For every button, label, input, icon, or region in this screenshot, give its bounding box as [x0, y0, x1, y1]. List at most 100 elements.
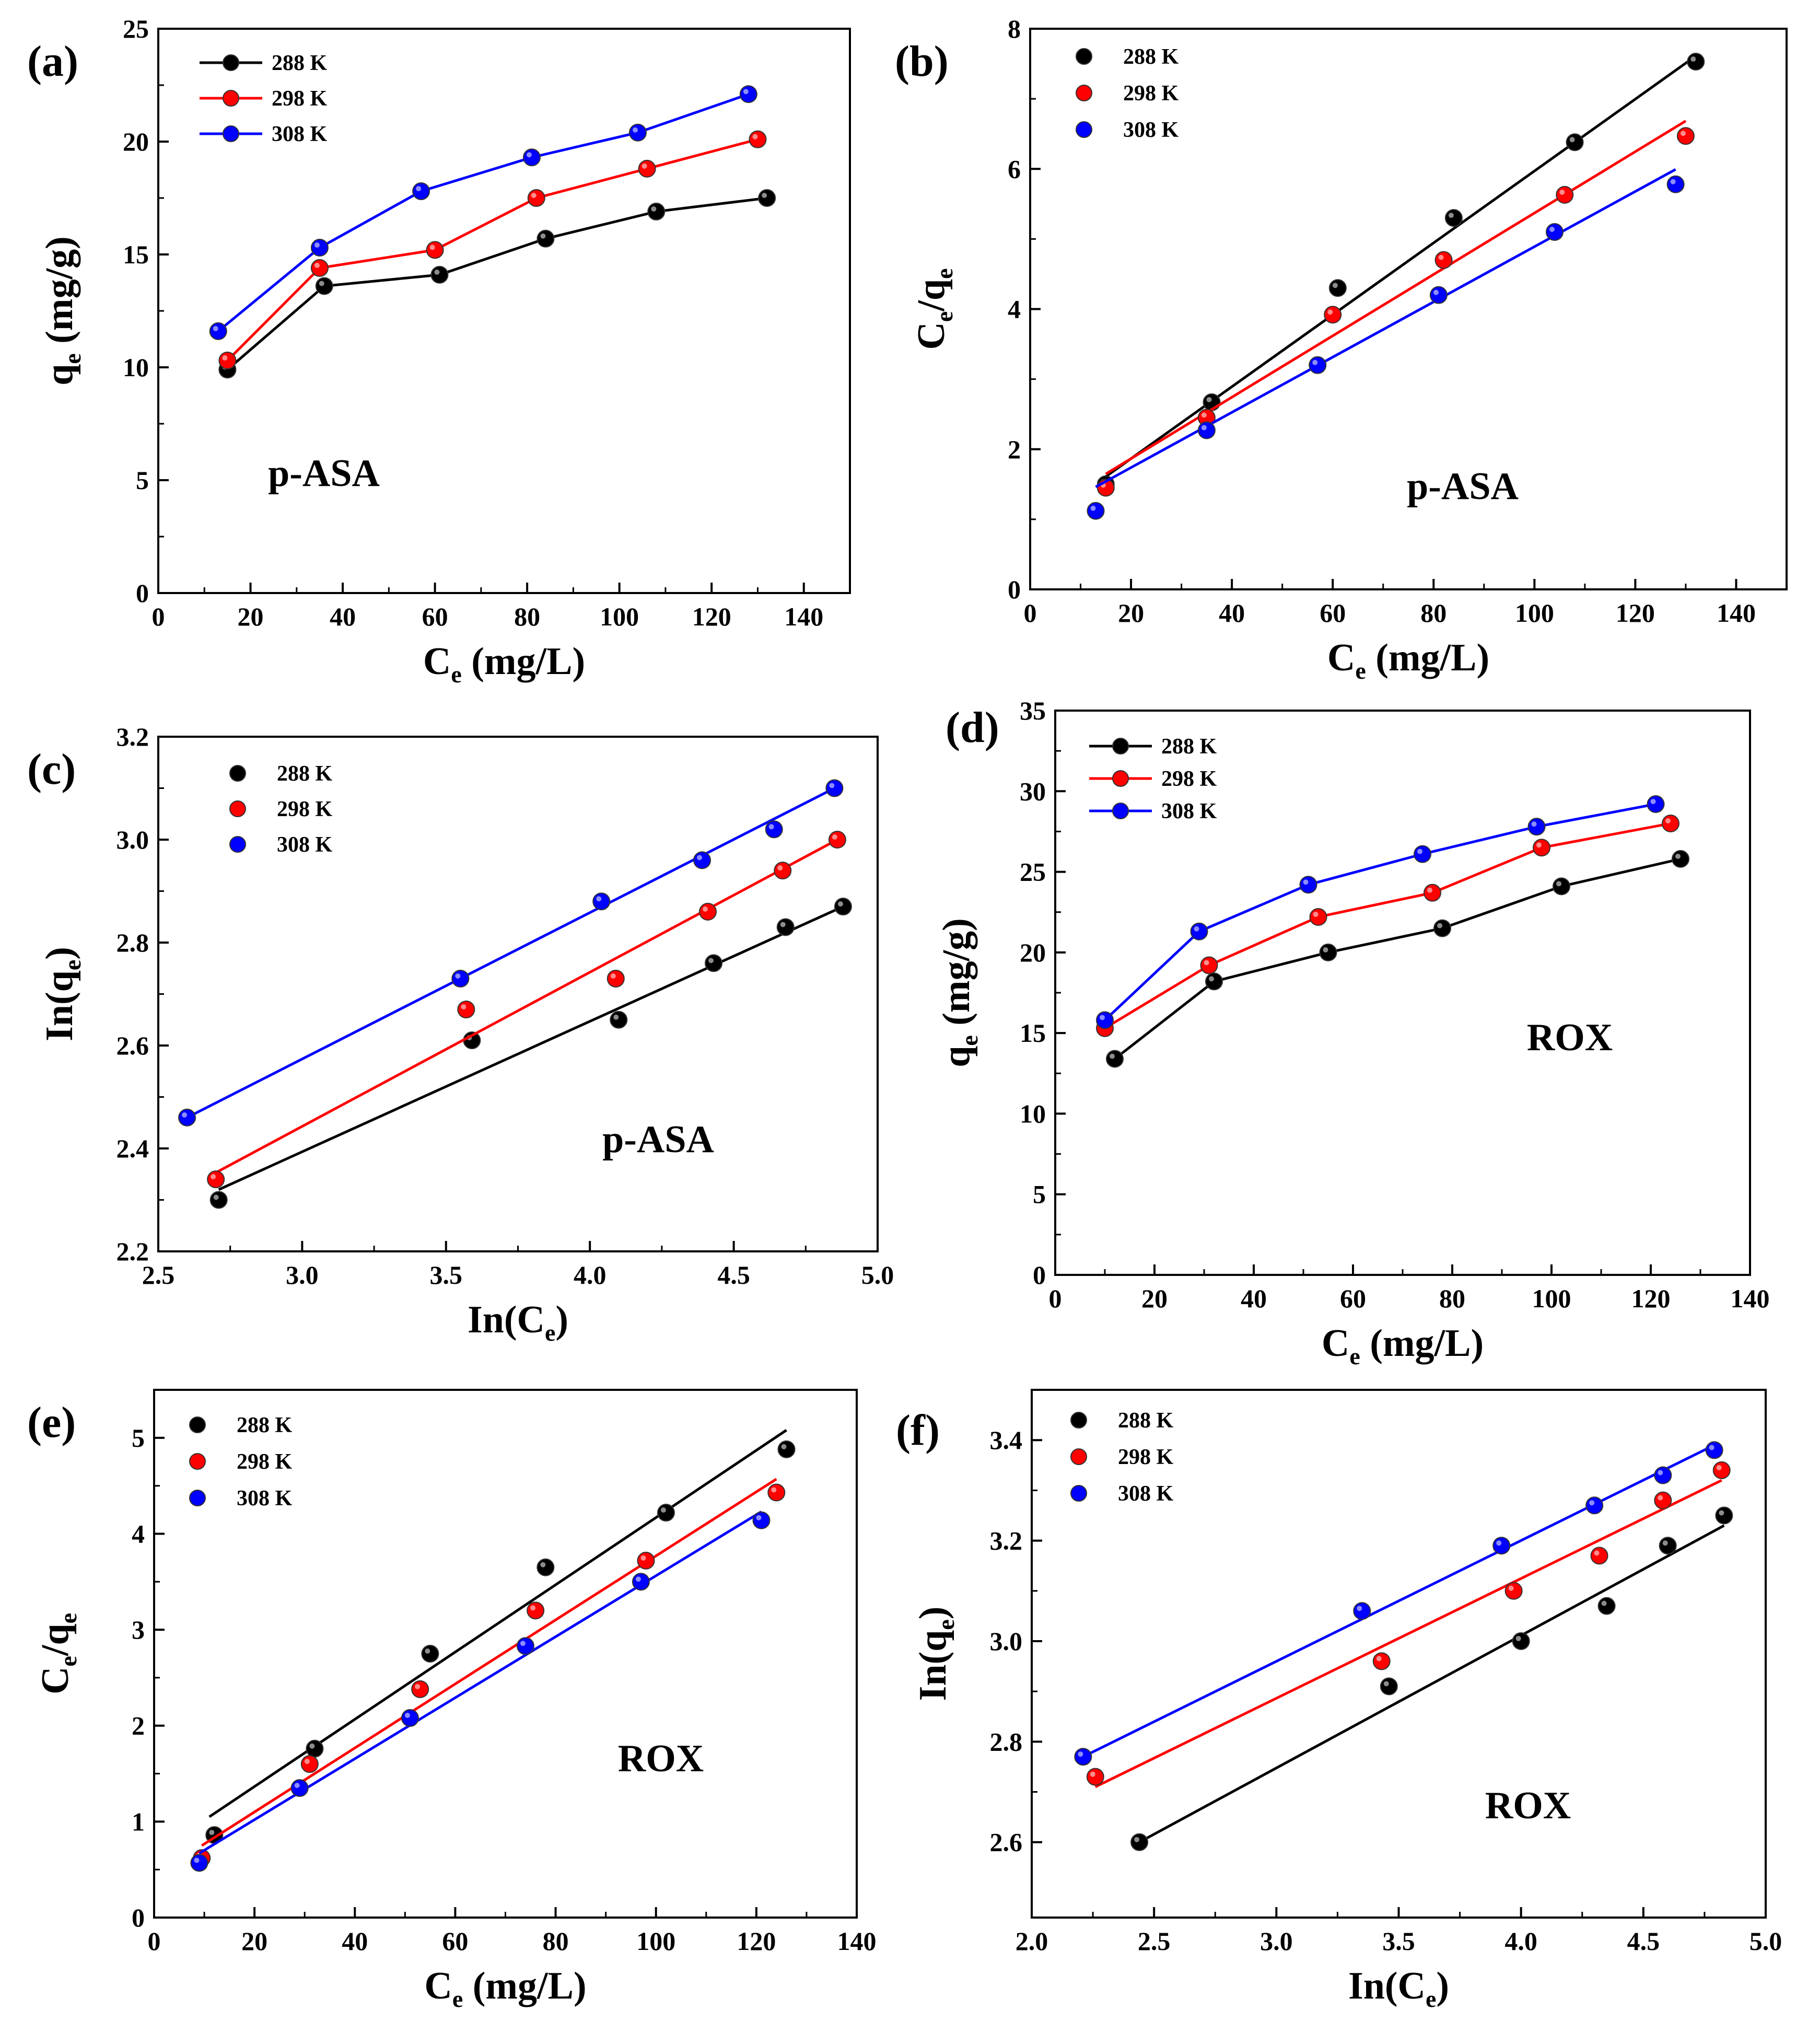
- data-point-highlight: [1427, 887, 1432, 893]
- data-point-highlight: [708, 958, 714, 963]
- data-point-highlight: [213, 1194, 219, 1200]
- x-tick-label: 60: [1340, 1284, 1366, 1313]
- x-axis-title: Ce (mg/L): [1327, 636, 1489, 684]
- legend-label: 298 K: [1161, 767, 1217, 791]
- legend-label: 308 K: [1123, 118, 1179, 142]
- y-tick-label: 25: [123, 14, 149, 43]
- x-tick-label: 4.0: [574, 1260, 606, 1290]
- x-axis-title: Ce (mg/L): [424, 1965, 586, 2012]
- panel-label: (d): [946, 703, 999, 752]
- legend-label: 298 K: [237, 1450, 293, 1474]
- data-point-highlight: [837, 901, 843, 907]
- y-axis-title: Ce/qe: [34, 1613, 81, 1694]
- data-point: [1380, 1677, 1398, 1695]
- x-tick-label: 40: [1219, 598, 1245, 628]
- data-point-highlight: [613, 1014, 619, 1020]
- data-point: [699, 902, 717, 921]
- data-point-highlight: [1589, 1500, 1595, 1506]
- x-tick-label: 40: [330, 602, 356, 631]
- data-point-highlight: [1448, 213, 1454, 218]
- data-point: [749, 130, 767, 148]
- data-point: [1424, 884, 1441, 902]
- data-point: [178, 1108, 196, 1126]
- fit-line: [212, 838, 838, 1176]
- data-point: [1659, 1537, 1677, 1555]
- data-point: [1200, 956, 1218, 974]
- x-tick-label: 4.5: [1627, 1926, 1660, 1956]
- y-tick-label: 30: [1020, 776, 1046, 806]
- x-tick-label: 120: [737, 1926, 776, 1956]
- data-point-highlight: [1090, 1771, 1095, 1777]
- data-point: [705, 954, 723, 972]
- data-point-highlight: [832, 834, 837, 840]
- data-point-highlight: [1433, 289, 1439, 295]
- data-point: [516, 1637, 534, 1655]
- data-point: [1533, 839, 1550, 857]
- y-tick-label: 2.2: [116, 1237, 149, 1266]
- panel-label: (a): [27, 37, 78, 86]
- series-308k: [178, 779, 844, 1126]
- data-point-highlight: [777, 865, 783, 871]
- data-point: [290, 1779, 309, 1797]
- series-298k: [207, 831, 846, 1189]
- legend-label: 308 K: [237, 1486, 293, 1511]
- data-point: [1106, 1050, 1124, 1068]
- series-308k: [1087, 168, 1685, 520]
- y-tick-label: 3.2: [116, 722, 149, 751]
- data-point-highlight: [1716, 1465, 1722, 1470]
- data-point: [310, 259, 329, 277]
- y-tick-label: 10: [123, 353, 149, 382]
- data-point: [647, 202, 666, 220]
- data-point-highlight: [1312, 359, 1318, 365]
- legend-label: 308 K: [1161, 799, 1217, 823]
- data-point-highlight: [781, 1444, 787, 1449]
- data-point-highlight: [1417, 849, 1422, 854]
- data-point: [1590, 1547, 1608, 1565]
- data-point-highlight: [1559, 189, 1565, 195]
- legend-label: 298 K: [1118, 1445, 1174, 1469]
- x-tick-label: 0: [152, 602, 165, 631]
- data-point-highlight: [1670, 179, 1676, 184]
- data-point: [834, 898, 852, 916]
- data-point-highlight: [596, 896, 602, 902]
- data-point: [209, 322, 227, 340]
- legend-label: 308 K: [272, 122, 328, 146]
- fit-line: [186, 787, 835, 1119]
- x-tick-label: 80: [1439, 1284, 1465, 1313]
- legend-label: 288 K: [237, 1413, 293, 1437]
- y-tick-label: 2: [132, 1711, 145, 1740]
- y-tick-label: 5: [132, 1423, 145, 1453]
- data-point: [218, 352, 237, 370]
- data-point: [1299, 876, 1317, 894]
- legend-marker: [1076, 48, 1092, 65]
- legend-label: 288 K: [272, 51, 328, 75]
- y-tick-label: 0: [136, 578, 149, 608]
- data-point: [610, 1011, 628, 1029]
- x-tick-label: 40: [1241, 1284, 1267, 1313]
- data-point-highlight: [520, 1641, 526, 1646]
- data-point-highlight: [531, 193, 536, 198]
- y-tick-label: 0: [1033, 1260, 1046, 1290]
- series-line: [1104, 803, 1656, 1021]
- data-point-highlight: [1531, 821, 1537, 827]
- series-line: [226, 138, 759, 362]
- data-point: [1205, 972, 1223, 991]
- y-tick-label: 3: [132, 1615, 145, 1644]
- data-point: [1130, 1833, 1149, 1851]
- data-point: [1086, 1768, 1104, 1786]
- data-point: [1647, 795, 1665, 813]
- x-tick-label: 20: [1118, 598, 1144, 628]
- x-tick-label: 80: [1420, 598, 1447, 628]
- data-point-highlight: [1438, 254, 1444, 260]
- data-point-highlight: [640, 1555, 646, 1561]
- data-point: [315, 277, 333, 295]
- data-point: [1712, 1461, 1731, 1479]
- data-point: [592, 892, 611, 911]
- fit-line: [208, 1429, 787, 1818]
- data-point: [209, 1191, 228, 1209]
- data-point-highlight: [1662, 1540, 1668, 1546]
- x-tick-label: 100: [1515, 598, 1554, 628]
- y-tick-label: 2: [1008, 435, 1021, 464]
- legend-marker: [189, 1453, 206, 1470]
- data-point: [1662, 815, 1679, 832]
